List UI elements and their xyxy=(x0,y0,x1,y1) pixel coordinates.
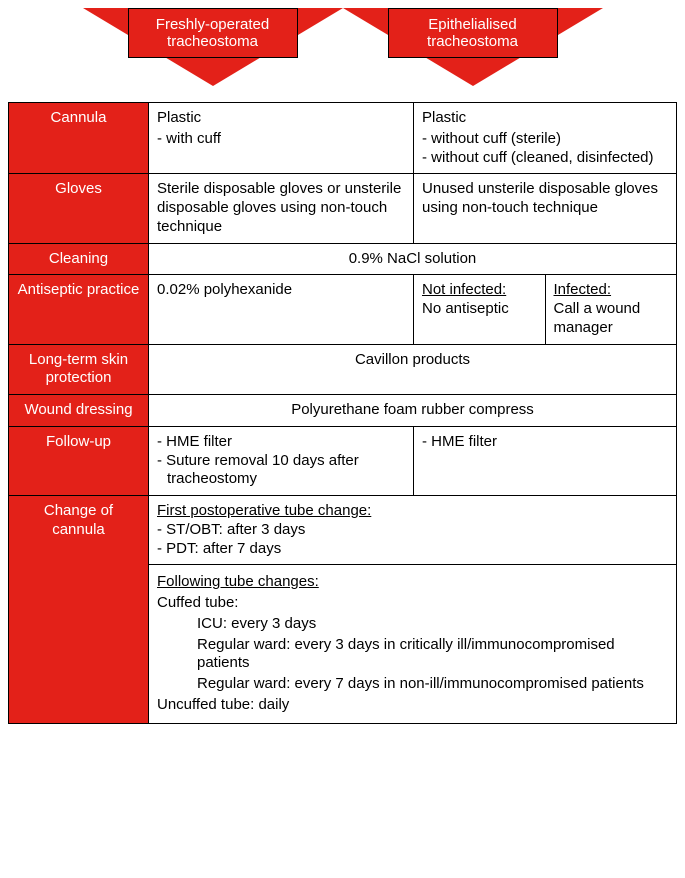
arrow-left-label: Freshly-operated tracheostoma xyxy=(128,8,298,58)
label-skin: Long-term skin protection xyxy=(9,344,149,395)
change-top: First postoperative tube change: - ST/OB… xyxy=(149,496,677,565)
change-cuffed-label: Cuffed tube: xyxy=(157,594,668,613)
antiseptic-inf-heading: Infected: xyxy=(554,281,669,300)
cannula-left: Plastic - with cuff xyxy=(149,103,414,174)
row-dressing: Wound dressing Polyurethane foam rubber … xyxy=(9,395,677,427)
label-change: Change of cannula xyxy=(9,496,149,724)
followup-left: - HME filter - Suture removal 10 days af… xyxy=(149,426,414,495)
followup-right-0: - HME filter xyxy=(422,433,668,452)
label-gloves: Gloves xyxy=(9,174,149,243)
antiseptic-inf-value: Call a wound manager xyxy=(554,300,669,338)
antiseptic-left: 0.02% polyhexanide xyxy=(149,275,414,344)
label-dressing: Wound dressing xyxy=(9,395,149,427)
change-bottom: Following tube changes: Cuffed tube: ICU… xyxy=(149,565,677,723)
label-cannula: Cannula xyxy=(9,103,149,174)
arrow-right-label: Epithelialised tracheostoma xyxy=(388,8,558,58)
antiseptic-not-infected: Not infected: No antiseptic xyxy=(414,275,546,344)
cleaning-value: 0.9% NaCl solution xyxy=(149,243,677,275)
change-cuffed-1: Regular ward: every 3 days in critically… xyxy=(157,636,668,674)
cannula-left-item-0: - with cuff xyxy=(157,130,405,149)
dressing-value: Polyurethane foam rubber compress xyxy=(149,395,677,427)
change-cuffed-2: Regular ward: every 7 days in non-ill/im… xyxy=(157,675,668,694)
cannula-right-item-0: - without cuff (sterile) xyxy=(422,130,668,149)
change-uncuffed: Uncuffed tube: daily xyxy=(157,696,668,715)
antiseptic-ni-heading: Not infected: xyxy=(422,281,537,300)
antiseptic-infected: Infected: Call a wound manager xyxy=(545,275,677,344)
cannula-left-title: Plastic xyxy=(157,109,405,128)
change-bottom-heading: Following tube changes: xyxy=(157,573,668,592)
label-followup: Follow-up xyxy=(9,426,149,495)
followup-right: - HME filter xyxy=(414,426,677,495)
row-cleaning: Cleaning 0.9% NaCl solution xyxy=(9,243,677,275)
gloves-right: Unused unsterile disposable gloves using… xyxy=(414,174,677,243)
gloves-left: Sterile disposable gloves or unsterile d… xyxy=(149,174,414,243)
comparison-table: Cannula Plastic - with cuff Plastic - wi… xyxy=(8,102,677,724)
followup-left-1: - Suture removal 10 days after tracheost… xyxy=(157,452,405,490)
cannula-right-item-1: - without cuff (cleaned, disinfected) xyxy=(422,149,668,168)
followup-left-0: - HME filter xyxy=(157,433,405,452)
row-change-top: Change of cannula First postoperative tu… xyxy=(9,496,677,565)
antiseptic-ni-value: No antiseptic xyxy=(422,300,537,319)
row-followup: Follow-up - HME filter - Suture removal … xyxy=(9,426,677,495)
change-top-heading: First postoperative tube change: xyxy=(157,502,668,521)
arrow-left: Freshly-operated tracheostoma xyxy=(83,8,343,88)
header-arrows: Freshly-operated tracheostoma Epithelial… xyxy=(8,8,677,88)
row-antiseptic: Antiseptic practice 0.02% polyhexanide N… xyxy=(9,275,677,344)
skin-value: Cavillon products xyxy=(149,344,677,395)
cannula-right: Plastic - without cuff (sterile) - witho… xyxy=(414,103,677,174)
change-top-item-0: - ST/OBT: after 3 days xyxy=(157,521,668,540)
row-gloves: Gloves Sterile disposable gloves or unst… xyxy=(9,174,677,243)
change-top-item-1: - PDT: after 7 days xyxy=(157,540,668,559)
row-skin: Long-term skin protection Cavillon produ… xyxy=(9,344,677,395)
change-cuffed-0: ICU: every 3 days xyxy=(157,615,668,634)
label-antiseptic: Antiseptic practice xyxy=(9,275,149,344)
label-cleaning: Cleaning xyxy=(9,243,149,275)
row-cannula: Cannula Plastic - with cuff Plastic - wi… xyxy=(9,103,677,174)
arrow-right: Epithelialised tracheostoma xyxy=(343,8,603,88)
cannula-right-title: Plastic xyxy=(422,109,668,128)
